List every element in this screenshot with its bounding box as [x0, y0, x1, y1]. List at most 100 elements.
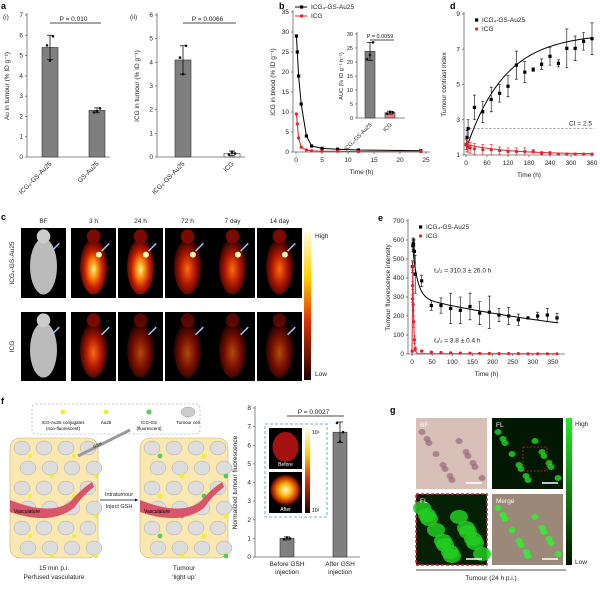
tumour-cell — [144, 481, 160, 495]
y-axis-label: Au in tumour (% ID g⁻¹) — [4, 52, 11, 120]
cell-nucleus — [441, 545, 459, 559]
cell-nucleus — [532, 514, 539, 520]
y-tick-label: 600 — [393, 237, 404, 244]
data-point — [481, 148, 484, 151]
data-point — [574, 47, 577, 50]
mouse-head — [134, 313, 148, 327]
colorbar-low-label: 10² — [312, 508, 320, 514]
tumour-cell — [216, 461, 232, 475]
x-tick-label: 180 — [524, 160, 535, 167]
data-point — [182, 73, 185, 76]
legend-label: Au25 — [101, 420, 112, 425]
legend-dot-icon — [61, 410, 66, 415]
tumour-spot — [190, 252, 196, 258]
tumour-tissue — [140, 438, 228, 558]
cell-nucleus — [495, 429, 502, 435]
y-tick-label: 5 — [19, 53, 23, 60]
data-point — [372, 41, 375, 44]
y-tick-label: 7 — [456, 46, 460, 53]
tumour-cell — [86, 461, 102, 475]
y-tick-label: 3 — [149, 83, 153, 90]
legend-label: ICG₄-GS-Au25 — [482, 17, 525, 24]
tumour-cell-icon — [181, 407, 195, 417]
colorbar — [304, 232, 311, 380]
tumour-cell — [36, 441, 52, 455]
tumour-cell — [172, 461, 188, 475]
mouse-body — [266, 322, 293, 377]
mouse-body — [80, 239, 107, 295]
cell-nucleus — [495, 505, 502, 511]
y-tick-label: 4 — [247, 480, 251, 487]
data-point — [389, 111, 392, 114]
colorbar — [566, 418, 572, 565]
tumour-cell — [58, 481, 74, 495]
tumour-cell — [58, 521, 74, 535]
tumour-spot — [143, 252, 149, 258]
conjugate-dot — [94, 474, 98, 478]
tumour-cell — [14, 481, 30, 495]
data-point — [283, 538, 286, 541]
legend-dot-icon — [104, 410, 109, 415]
legend-label: ICG₄-GS-Au25 — [426, 224, 469, 231]
y-axis-label: ICG in blood (% ID g⁻¹) — [270, 48, 277, 115]
conjugate-dot — [28, 494, 32, 498]
y-tick-label: 30 — [282, 29, 290, 36]
tumour-cell — [80, 521, 96, 535]
y-tick-label: 200 — [393, 313, 404, 320]
data-point — [468, 352, 471, 355]
y-tick-label: 3 — [247, 498, 251, 505]
tumour-cell — [172, 541, 188, 555]
vasculature-label: Vasculature — [14, 509, 40, 515]
panel-label-f: f — [1, 396, 5, 406]
y-tick-label: 2 — [149, 107, 153, 114]
data-point — [305, 148, 308, 151]
caption-right: Tumour — [173, 565, 196, 572]
cell-nucleus — [500, 512, 507, 518]
x-tick-label: 0 — [464, 160, 468, 167]
y-tick-label: 1 — [19, 134, 23, 141]
legend-label: ICG-Au25 conjugates — [41, 420, 85, 425]
caption-right: ‘light up’ — [172, 574, 196, 581]
y-tick-label: 1 — [456, 152, 460, 159]
panel-label-g: g — [390, 405, 396, 415]
mouse-head — [87, 229, 101, 243]
data-point — [296, 122, 299, 125]
data-point — [490, 98, 493, 101]
data-point — [411, 265, 414, 268]
data-point — [507, 352, 510, 355]
data-point — [296, 50, 299, 53]
p-value: P = 0.0066 — [192, 16, 224, 23]
tumour-cell — [210, 521, 226, 535]
x-tick-label: 240 — [545, 160, 556, 167]
tumour-cell — [58, 441, 74, 455]
y-tick-label: 0 — [285, 149, 289, 156]
inset-colorbar — [305, 428, 310, 513]
data-point — [412, 320, 415, 323]
legend-label: ICG — [482, 26, 494, 33]
data-point — [297, 74, 300, 77]
tumour-cell — [42, 461, 58, 475]
y-tick-label: 9 — [456, 11, 460, 18]
y-tick-label: 400 — [393, 275, 404, 282]
y-tick-label: 2 — [247, 517, 251, 524]
y-axis-label: Normalized tumour fluorescence — [232, 435, 239, 529]
x-tick-label: 25 — [422, 157, 430, 164]
probe-dot — [180, 474, 185, 479]
y-tick-label: 1 — [149, 130, 153, 137]
tumour-tissue — [10, 438, 98, 558]
mouse-body — [219, 239, 246, 295]
legend-marker — [300, 5, 303, 8]
caption: Tumour (24 h p.i.) — [465, 575, 516, 582]
data-point — [467, 127, 470, 130]
data-point — [540, 63, 543, 66]
y-tick-label: 6 — [149, 12, 153, 19]
tumour-cell — [166, 481, 182, 495]
x-tick-label: 200 — [487, 359, 498, 366]
arrow-head-icon — [135, 499, 138, 502]
colorbar-low-label: Low — [315, 371, 327, 378]
mouse-head — [273, 313, 287, 327]
column-label: 3 h — [89, 218, 98, 225]
